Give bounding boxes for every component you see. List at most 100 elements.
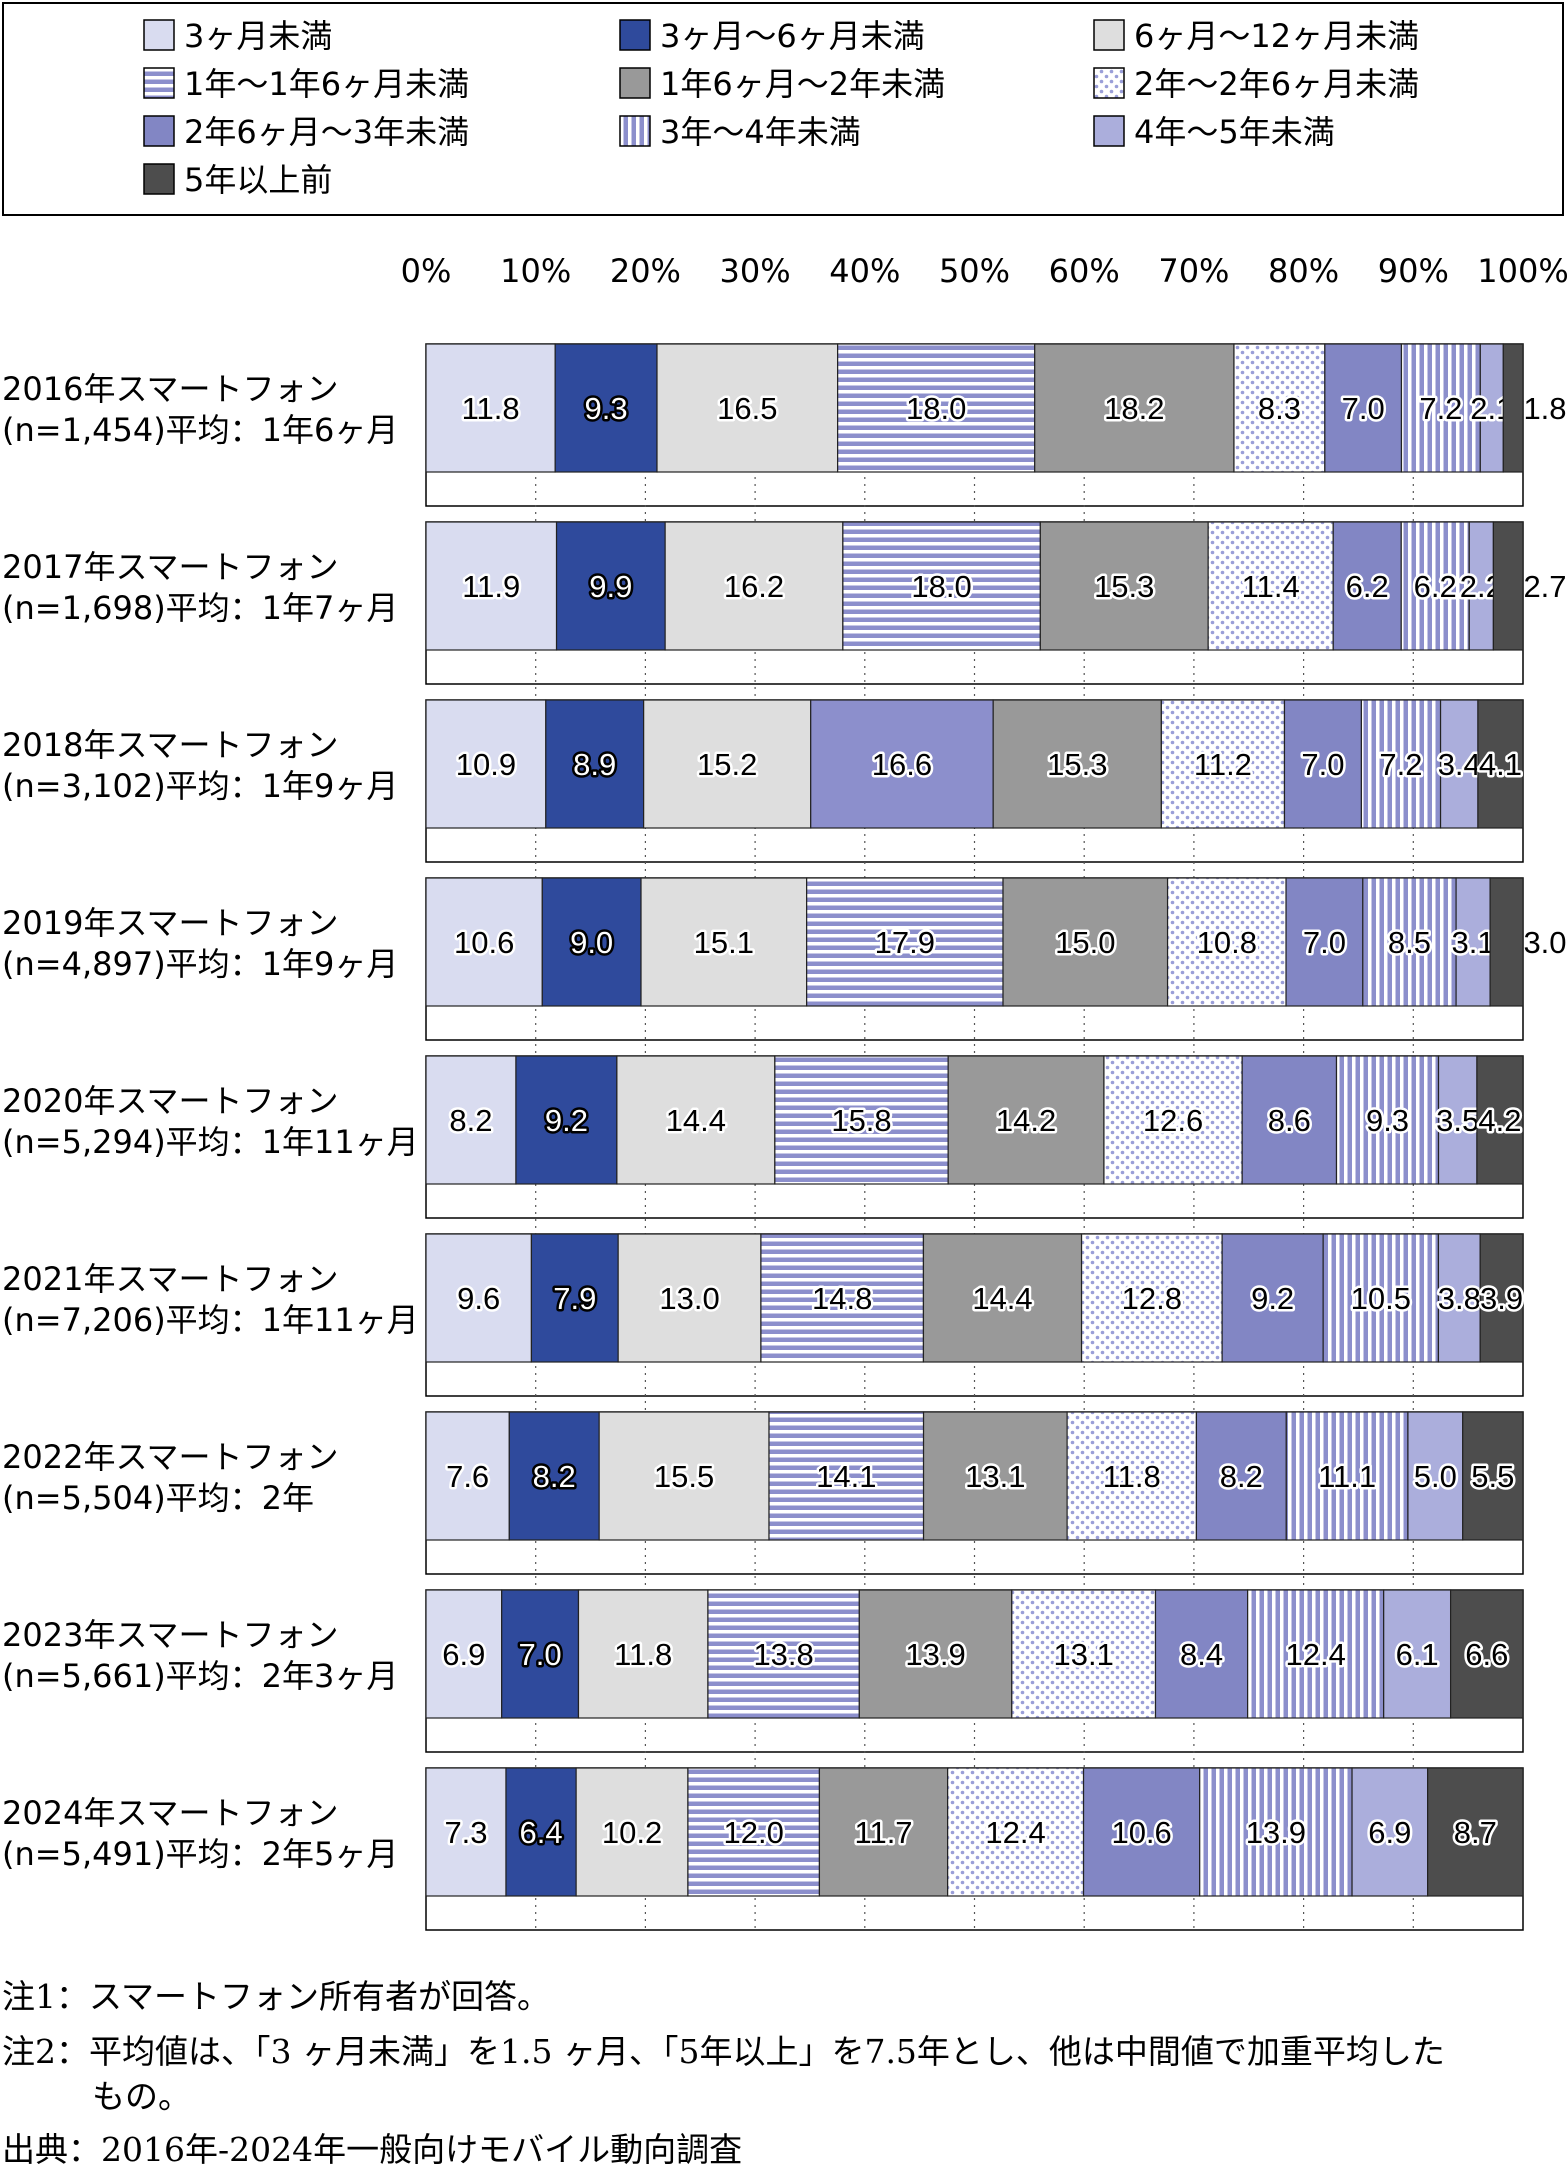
data-label: 6.9: [1368, 1815, 1411, 1850]
bar-segment: [1154, 1589, 1249, 1719]
category-label-average: (n=1,454)平均：1年6ヶ月: [2, 411, 398, 449]
data-label: 14.4: [972, 1281, 1032, 1316]
data-label: 3.5: [1436, 1103, 1479, 1138]
bar-segment: [515, 1055, 618, 1185]
bar-segment: [501, 1589, 580, 1719]
bar-segment: [1166, 877, 1287, 1007]
data-label: 7.0: [519, 1637, 562, 1672]
data-label: 9.0: [570, 925, 613, 960]
category-label-year: 2019年スマートフォン: [2, 904, 338, 942]
data-label: 8.2: [533, 1459, 576, 1494]
data-label: 11.8: [462, 391, 520, 426]
bar-segment: [992, 699, 1162, 829]
bar-row: 10.9 8.9 15.2 16.6 15.3 11.2 7.0 7.2 3.44.1: [425, 699, 1525, 829]
source-note: 出典：2016年-2024年一般向けモバイル動向調査: [2, 2130, 743, 2169]
data-label: 10.5: [1351, 1281, 1411, 1316]
bar-segment: [530, 1233, 619, 1363]
x-tick-label: 70%: [1158, 252, 1229, 290]
x-tick-label: 40%: [829, 252, 900, 290]
data-label: 10.6: [454, 925, 514, 960]
legend-swatch-10: [143, 163, 175, 195]
legend-swatch-4: [143, 67, 175, 99]
category-label-year: 2020年スマートフォン: [2, 1082, 338, 1120]
data-label: 14.8: [812, 1281, 872, 1316]
bar-segment: [425, 343, 556, 473]
category-label-average: (n=1,698)平均：1年7ヶ月: [2, 589, 398, 627]
data-label: 8.2: [449, 1103, 492, 1138]
data-label: 15.2: [697, 747, 757, 782]
category-label-year: 2021年スマートフォン: [2, 1260, 338, 1298]
bar-segment: [425, 1767, 507, 1897]
data-label: 15.8: [831, 1103, 891, 1138]
bar-segment: [577, 1589, 709, 1719]
bar-segment: [806, 877, 1004, 1007]
bar-segment: [1199, 1767, 1353, 1897]
data-label: 13.9: [1246, 1815, 1306, 1850]
data-label: 5.5: [1471, 1459, 1514, 1494]
bar-segment: [1002, 877, 1169, 1007]
bar-segment: [842, 521, 1041, 651]
legend-items: 3ヶ月未満 3ヶ月～6ヶ月未満 6ヶ月～12ヶ月未満 1年～1年6ヶ月未満 1年6ヶ月～…: [143, 17, 1419, 199]
data-label: 17.9: [875, 925, 935, 960]
data-label: 16.2: [724, 569, 784, 604]
data-label: 12.4: [985, 1815, 1045, 1850]
legend-label-3: 6ヶ月～12ヶ月未満: [1134, 17, 1419, 55]
bar-row: 6.9 7.0 11.8 13.8 13.9 13.1 8.4 12.4 6.1 6.6: [425, 1589, 1524, 1719]
bar-segment: [1492, 521, 1524, 651]
legend-swatch-5: [619, 67, 651, 99]
data-label: 7.2: [1419, 391, 1462, 426]
data-label: 8.6: [1268, 1103, 1311, 1138]
data-label: 13.1: [965, 1459, 1025, 1494]
data-label: 11.1: [1318, 1459, 1376, 1494]
data-label: 9.2: [1251, 1281, 1294, 1316]
bar-segment: [947, 1767, 1085, 1897]
category-label-average: (n=4,897)平均：1年9ヶ月: [2, 945, 398, 983]
bar-segment: [1479, 1233, 1524, 1363]
data-label: 7.0: [1303, 925, 1346, 960]
bar-segment: [1427, 1767, 1524, 1897]
bar-segment: [425, 1055, 517, 1185]
data-label: 3.0: [1523, 925, 1566, 960]
data-label: 6.6: [1465, 1637, 1508, 1672]
note-2: 注2：平均値は、「3 ヶ月未満」を1.5 ヶ月、「5年以上」を7.5年とし、他は…: [2, 2032, 1445, 2071]
bar-segment: [1477, 699, 1524, 829]
legend-swatch-7: [143, 115, 175, 147]
data-label: 16.5: [717, 391, 777, 426]
bar-segment: [1283, 699, 1363, 829]
data-label: 18.0: [906, 391, 966, 426]
x-tick-label: 100%: [1477, 252, 1568, 290]
bar-segment: [425, 699, 547, 829]
bar-segment: [598, 1411, 770, 1541]
bar-segment: [1233, 343, 1326, 473]
bar-row: 11.8 9.3 16.5 18.0 18.2 8.3 7.0 7.2 2.1 1.8: [425, 343, 1567, 473]
legend-swatch-2: [619, 19, 651, 51]
category-label-average: (n=7,206)平均：1年11ヶ月: [2, 1301, 419, 1339]
x-tick-label: 0%: [401, 252, 452, 290]
data-label: 8.4: [1180, 1637, 1223, 1672]
bar-segment: [922, 1411, 1068, 1541]
data-label: 13.9: [905, 1637, 965, 1672]
data-label: 8.5: [1388, 925, 1431, 960]
bar-segment: [1362, 877, 1457, 1007]
bar-segment: [1489, 877, 1524, 1007]
x-tick-label: 10%: [500, 252, 571, 290]
data-label: 12.4: [1285, 1637, 1345, 1672]
legend-swatch-6: [1093, 67, 1125, 99]
data-label: 9.9: [589, 569, 632, 604]
data-label: 14.4: [666, 1103, 726, 1138]
legend-swatch-1: [143, 19, 175, 51]
bar-segment: [1502, 343, 1524, 473]
data-label: 15.0: [1055, 925, 1115, 960]
stacked-bar-chart: 0% 10% 20% 30% 40% 50% 60% 70% 80% 90% 100% 11.8 9.3…: [2, 252, 1568, 1931]
bar-segment: [858, 1589, 1013, 1719]
bar-segment: [1324, 343, 1403, 473]
bar-segment: [1462, 1411, 1524, 1541]
data-label: 18.0: [911, 569, 971, 604]
data-label: 10.2: [602, 1815, 662, 1850]
category-label-year: 2016年スマートフォン: [2, 370, 338, 408]
bar-segment: [1103, 1055, 1243, 1185]
legend-label-8: 3年～4年未満: [660, 113, 861, 151]
data-label: 3.9: [1480, 1281, 1523, 1316]
bar-segment: [1400, 343, 1481, 473]
data-label: 9.2: [545, 1103, 588, 1138]
